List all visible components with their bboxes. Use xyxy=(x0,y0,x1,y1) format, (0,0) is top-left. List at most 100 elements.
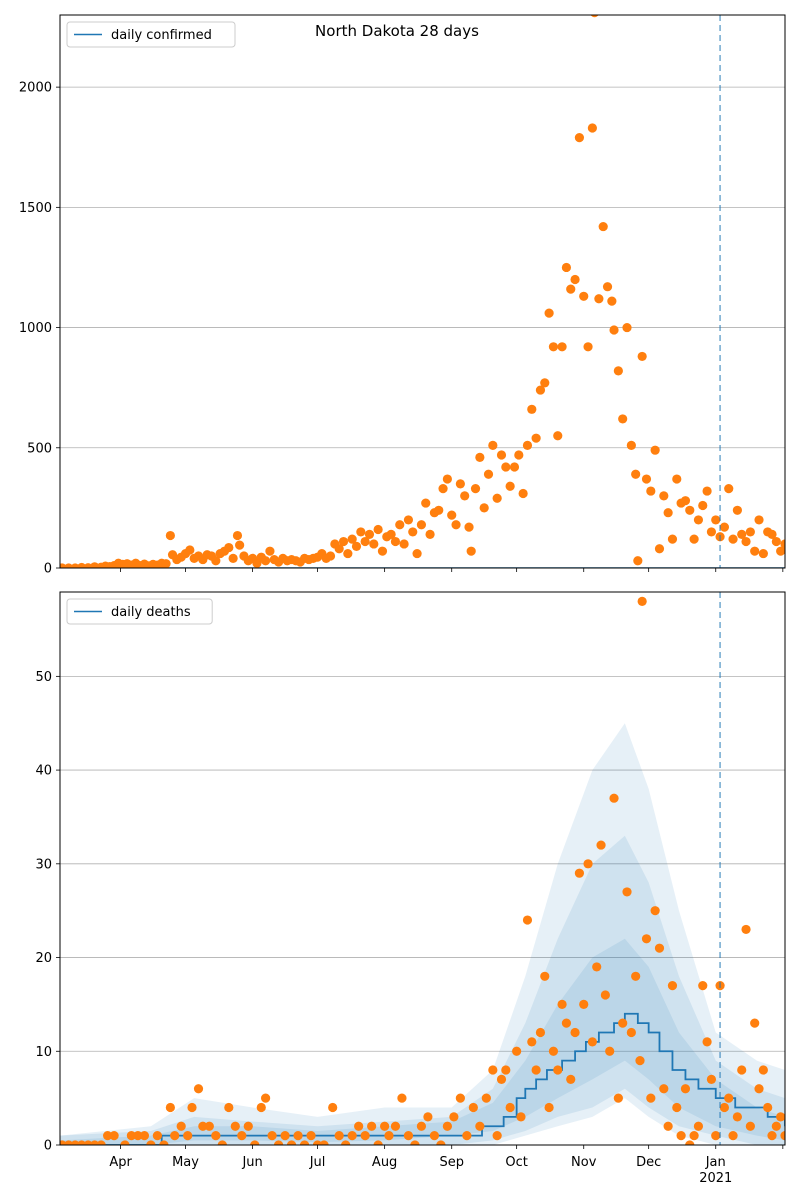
data-point xyxy=(347,534,357,544)
data-point xyxy=(399,539,409,549)
data-point xyxy=(347,1131,357,1141)
data-point xyxy=(732,505,742,515)
data-point xyxy=(631,469,641,479)
y-tick-label: 50 xyxy=(35,670,52,685)
data-point xyxy=(609,793,619,803)
y-tick-label: 500 xyxy=(27,441,52,456)
data-point xyxy=(403,1131,414,1141)
data-point xyxy=(553,1065,563,1075)
legend: daily confirmed xyxy=(66,21,236,48)
x-tick-label: Dec xyxy=(636,1155,661,1170)
data-point xyxy=(706,1074,717,1084)
data-point xyxy=(637,351,647,362)
data-point xyxy=(737,1065,747,1075)
data-point xyxy=(364,529,375,539)
data-point xyxy=(750,1018,760,1028)
data-point xyxy=(492,493,502,503)
data-point xyxy=(505,481,515,491)
data-point xyxy=(496,1074,507,1084)
data-point xyxy=(622,322,632,333)
data-point xyxy=(659,491,669,501)
series-line xyxy=(60,1012,785,1145)
data-point xyxy=(607,296,617,306)
uncertainty-band xyxy=(60,723,785,1145)
data-point xyxy=(618,1018,628,1028)
data-point xyxy=(557,999,567,1010)
data-point xyxy=(265,546,275,556)
data-point xyxy=(217,1140,227,1145)
data-point xyxy=(763,1102,773,1113)
data-point xyxy=(256,1102,266,1113)
data-point xyxy=(369,539,379,549)
data-point xyxy=(693,1121,704,1131)
data-point xyxy=(516,1112,526,1122)
data-point xyxy=(451,520,461,530)
data-point xyxy=(325,551,336,561)
data-point xyxy=(421,498,431,508)
data-point xyxy=(260,1093,271,1103)
data-point xyxy=(449,1112,459,1122)
data-point xyxy=(767,1131,777,1141)
data-point xyxy=(460,491,470,501)
data-point xyxy=(579,999,589,1010)
data-point xyxy=(741,924,751,935)
data-point xyxy=(464,522,474,532)
data-point xyxy=(250,1140,260,1145)
data-point xyxy=(663,508,673,518)
data-point xyxy=(442,474,452,484)
data-point xyxy=(646,486,656,496)
data-point xyxy=(689,1131,699,1141)
data-point xyxy=(596,840,606,850)
data-point xyxy=(509,462,520,472)
chart-title: North Dakota 28 days xyxy=(315,22,479,40)
data-point xyxy=(724,1093,734,1103)
data-point xyxy=(455,1093,465,1103)
legend-label: daily deaths xyxy=(111,605,191,620)
data-point xyxy=(447,510,457,520)
data-point xyxy=(356,527,366,537)
data-point xyxy=(416,520,427,530)
data-point xyxy=(732,1112,742,1122)
legend: daily deaths xyxy=(66,598,213,625)
data-point xyxy=(319,1140,329,1145)
data-point xyxy=(548,342,559,352)
data-point xyxy=(745,527,755,537)
data-point xyxy=(771,536,781,547)
data-point xyxy=(587,1037,597,1047)
data-point xyxy=(198,1121,208,1131)
data-point xyxy=(165,1102,175,1113)
data-point xyxy=(566,1074,576,1084)
data-point xyxy=(698,500,708,511)
data-point xyxy=(468,1102,478,1113)
data-point xyxy=(237,1131,247,1141)
data-point xyxy=(373,1140,383,1145)
data-point xyxy=(185,545,195,555)
data-point xyxy=(719,522,730,532)
data-point xyxy=(574,133,585,143)
data-point xyxy=(741,536,751,547)
data-point xyxy=(635,1056,645,1066)
data-point xyxy=(663,1121,673,1131)
data-point xyxy=(483,469,494,479)
data-point xyxy=(152,1131,162,1141)
y-tick-label: 1000 xyxy=(19,321,52,336)
x-tick-label: Sep xyxy=(439,1155,464,1170)
data-point xyxy=(650,445,660,455)
data-point xyxy=(475,452,485,462)
data-point xyxy=(587,123,597,133)
data-point xyxy=(109,1131,119,1141)
y-tick-label: 0 xyxy=(44,1139,52,1154)
data-point xyxy=(667,981,678,991)
data-point xyxy=(397,1093,407,1103)
data-point xyxy=(176,1121,186,1131)
data-point xyxy=(535,385,546,395)
data-point xyxy=(442,1121,452,1131)
data-point xyxy=(590,15,599,18)
data-point xyxy=(341,1140,351,1145)
data-point xyxy=(767,529,777,539)
data-point xyxy=(306,1131,316,1141)
x-tick-label: Nov xyxy=(571,1155,597,1170)
data-point xyxy=(592,962,602,972)
x-tick-label: May xyxy=(172,1155,199,1170)
data-point xyxy=(386,529,396,539)
